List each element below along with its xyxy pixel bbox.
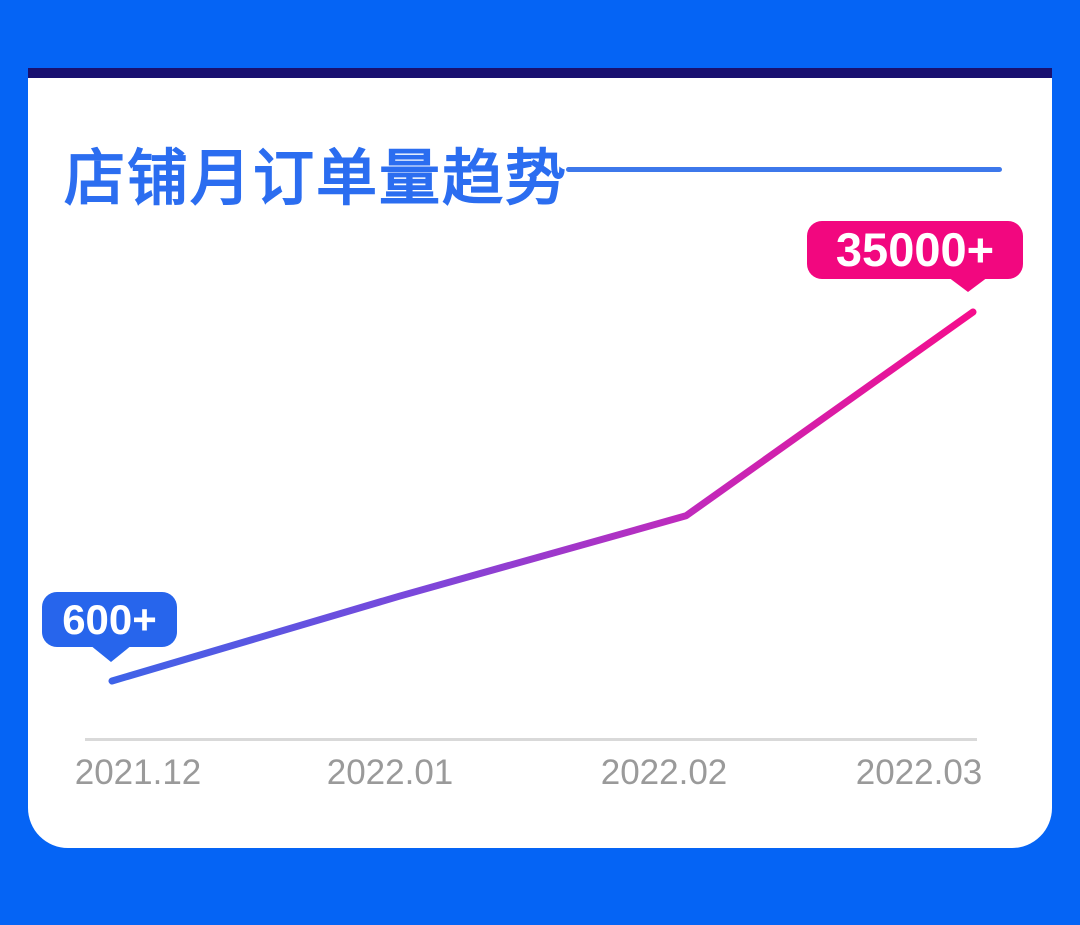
end-value-label: 35000+ bbox=[835, 223, 995, 276]
end-value-badge: 35000+ bbox=[807, 221, 1023, 292]
x-axis-line bbox=[85, 738, 977, 741]
x-axis-tick: 2022.03 bbox=[855, 753, 983, 792]
x-axis-tick: 2022.01 bbox=[326, 753, 454, 792]
chart-title: 店铺月订单量趋势 bbox=[64, 144, 569, 212]
end-badge-pointer-icon bbox=[948, 277, 988, 292]
x-axis-tick: 2022.02 bbox=[600, 753, 728, 792]
start-badge-pointer-icon bbox=[90, 645, 132, 662]
start-value-badge: 600+ bbox=[42, 592, 177, 662]
title-underline bbox=[566, 167, 1002, 172]
start-value-label: 600+ bbox=[62, 596, 157, 643]
x-axis-tick: 2021.12 bbox=[74, 753, 202, 792]
card-top-accent-bar bbox=[28, 68, 1052, 78]
